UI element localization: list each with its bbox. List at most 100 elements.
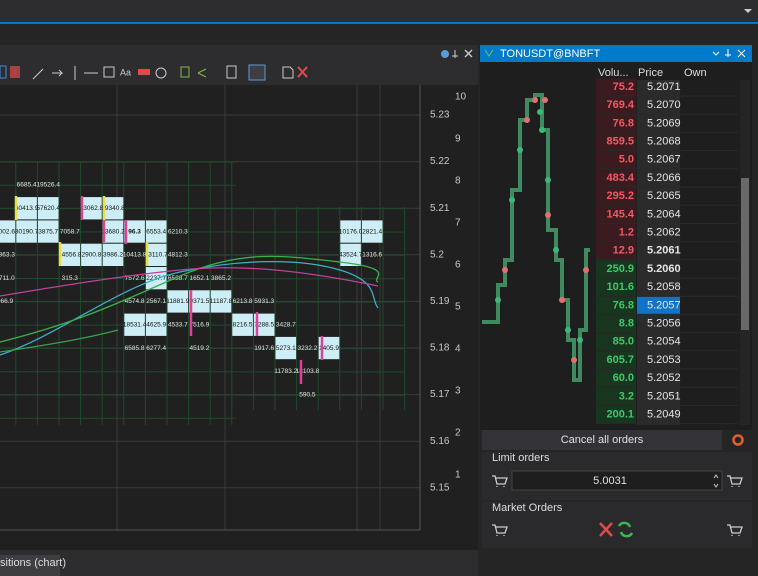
volume: 5.0 bbox=[619, 154, 634, 166]
top-bar bbox=[0, 0, 758, 22]
cluster-value: 7572.6 bbox=[125, 275, 145, 282]
price: 5.2064 bbox=[647, 208, 681, 220]
tool-icon[interactable] bbox=[226, 65, 237, 79]
panel-controls[interactable] bbox=[712, 49, 746, 58]
bottom-tab[interactable] bbox=[0, 555, 60, 576]
tool-icon[interactable] bbox=[0, 65, 7, 79]
dom-header-label: Price bbox=[638, 67, 663, 79]
cancel-button-label[interactable]: Cancel all orders bbox=[561, 434, 644, 446]
price-label: 5.19 bbox=[430, 296, 450, 307]
tool-icon[interactable] bbox=[10, 66, 20, 78]
cluster-cell bbox=[124, 220, 145, 243]
cluster-value: 6213.8 bbox=[233, 298, 253, 305]
price: 5.2049 bbox=[647, 409, 681, 421]
cluster-value: 60413.9 bbox=[15, 205, 39, 212]
volume: 1.2 bbox=[619, 227, 634, 239]
mini-dot bbox=[545, 177, 551, 183]
price: 5.2058 bbox=[647, 281, 681, 293]
price-label: 5.2 bbox=[430, 249, 444, 260]
cluster-cell bbox=[275, 336, 297, 360]
volume-cell bbox=[596, 205, 636, 223]
cluster-value: 6685.4 bbox=[17, 182, 37, 189]
volume-cell bbox=[596, 242, 636, 260]
volume-cell bbox=[596, 315, 636, 333]
cluster-value: 7288.5 bbox=[254, 321, 274, 328]
count-label: 1 bbox=[455, 470, 461, 481]
dom-title: TONUSDT@BNBFT bbox=[500, 48, 600, 60]
price-column bbox=[637, 80, 680, 425]
pin-icon[interactable] bbox=[441, 50, 449, 58]
ma-line bbox=[0, 267, 379, 297]
count-label: 7 bbox=[455, 218, 461, 229]
cluster-cell bbox=[318, 336, 340, 360]
volume-cell bbox=[596, 187, 636, 205]
delete-tool[interactable] bbox=[297, 66, 308, 78]
cluster-cell bbox=[145, 220, 167, 243]
volume: 101.6 bbox=[606, 281, 634, 293]
mini-dot bbox=[583, 267, 589, 273]
mini-dot bbox=[539, 127, 545, 133]
price-cell-highlight bbox=[637, 296, 680, 314]
cluster-cell bbox=[340, 243, 361, 266]
price-label: 5.22 bbox=[430, 156, 450, 167]
cluster-cell bbox=[37, 220, 59, 243]
volume-cell bbox=[596, 333, 636, 351]
cluster-cell bbox=[232, 313, 253, 336]
volume: 483.4 bbox=[606, 172, 634, 184]
dom-header-label: Own bbox=[684, 67, 707, 79]
menu-arrow[interactable] bbox=[744, 9, 752, 13]
spinner[interactable] bbox=[713, 474, 719, 488]
cluster-value: 4519.2 bbox=[189, 345, 209, 352]
cluster-value: 4533.7 bbox=[168, 321, 188, 328]
tool-icon[interactable] bbox=[138, 69, 150, 75]
price-label: 5.16 bbox=[430, 436, 450, 447]
bottom-tab-label[interactable]: sitions (chart) bbox=[0, 557, 66, 569]
mini-dot bbox=[517, 147, 523, 153]
scroll-thumb[interactable] bbox=[741, 178, 749, 330]
cluster-value: 1917.6 bbox=[254, 345, 274, 352]
price: 5.2057 bbox=[647, 299, 681, 311]
bottom-bar bbox=[0, 550, 478, 576]
cart-icons[interactable] bbox=[492, 475, 743, 536]
cluster-value: 57620.4 bbox=[36, 205, 60, 212]
cluster-value: 315.3 bbox=[62, 275, 79, 282]
settings-icon[interactable] bbox=[732, 434, 744, 446]
tool-icon[interactable] bbox=[155, 67, 167, 79]
cancel-button[interactable] bbox=[482, 430, 722, 450]
draw-tools[interactable] bbox=[32, 66, 115, 80]
cluster-cell bbox=[145, 313, 167, 336]
volume-cell bbox=[596, 96, 636, 114]
cluster-cell bbox=[16, 220, 37, 243]
cancel-market-icon[interactable] bbox=[599, 522, 613, 537]
count-label: 5 bbox=[455, 302, 461, 313]
close-icon[interactable] bbox=[464, 49, 473, 58]
limit-price[interactable]: 5.0031 bbox=[593, 475, 627, 487]
mini-dot bbox=[565, 327, 571, 333]
ma-line bbox=[0, 255, 380, 343]
volume: 859.5 bbox=[606, 136, 634, 148]
tool-icon[interactable] bbox=[248, 64, 266, 81]
price-label: 5.18 bbox=[430, 343, 450, 354]
market-section bbox=[482, 502, 752, 548]
cluster-cell bbox=[210, 290, 232, 313]
limit-price-input[interactable] bbox=[511, 470, 723, 491]
volume: 76.8 bbox=[613, 299, 634, 311]
count-label: 4 bbox=[455, 344, 461, 355]
volume: 200.1 bbox=[606, 409, 634, 421]
cluster-cell bbox=[102, 243, 124, 266]
price: 5.2060 bbox=[647, 263, 681, 275]
volume-cell bbox=[596, 133, 636, 151]
market-orders-label: Market Orders bbox=[492, 502, 563, 514]
cluster-value: 10176.0 bbox=[339, 228, 363, 235]
text-tool[interactable]: Aa bbox=[120, 67, 131, 77]
cluster-value: 3865.2 bbox=[211, 275, 231, 282]
tool-icon[interactable] bbox=[180, 66, 207, 78]
price: 5.2071 bbox=[647, 81, 681, 93]
volume: 3.2 bbox=[619, 390, 634, 402]
cluster-value: 4574.8 bbox=[125, 298, 145, 305]
dock-icon[interactable] bbox=[452, 50, 458, 58]
cluster-value: 11783.2 bbox=[274, 368, 297, 375]
refresh-icon[interactable] bbox=[617, 521, 634, 538]
